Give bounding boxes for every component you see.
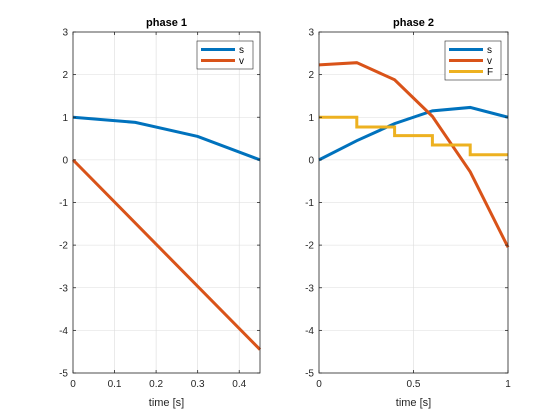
series-line-s	[318, 105, 509, 162]
y-tick-label: -5	[59, 369, 68, 380]
x-tick-label: 0	[316, 379, 322, 390]
legend-entry-s: s	[487, 45, 492, 56]
legend-entry-v: v	[487, 56, 492, 67]
y-tick-label: 0	[62, 155, 68, 166]
x-tick-label: 0.3	[191, 379, 205, 390]
subplot-phase-2: 0 0.5 1 -5 -4 -3 -2 -1 0 1 2 3 phase 2 time [s] svF	[305, 17, 511, 409]
x-axis-label: time [s]	[396, 397, 431, 409]
x-axis-label: time [s]	[149, 397, 184, 409]
y-tick-label: 3	[62, 28, 68, 39]
y-tick-label: -4	[305, 326, 314, 337]
y-tick-label: 0	[308, 155, 314, 166]
x-tick-label: 0.5	[407, 379, 421, 390]
subplot-title: phase 1	[146, 17, 187, 29]
series-line-v	[71, 158, 262, 351]
x-tick-label: 0.1	[108, 379, 122, 390]
legend-entry-v: v	[239, 56, 244, 67]
legend-box	[196, 40, 254, 70]
subplot-phase-1: 0 0.1 0.2 0.3 0.4 -5 -4 -3 -2 -1 0 1 2 3 phase 1 time […	[59, 17, 262, 409]
legend-entry-F: F	[487, 67, 493, 78]
y-tick-label: -4	[59, 326, 68, 337]
series-line-v	[318, 61, 510, 248]
y-tick-label: 1	[308, 113, 314, 124]
y-tick-label: 1	[62, 113, 68, 124]
y-tick-label: 2	[308, 70, 314, 81]
y-tick-label: -3	[305, 283, 314, 294]
series-line-F	[319, 115, 508, 157]
y-tick-label: -3	[59, 283, 68, 294]
legend: sv	[196, 40, 254, 70]
y-tick-label: -2	[305, 241, 314, 252]
series-line-s	[72, 115, 261, 162]
x-tick-label: 1	[505, 379, 511, 390]
y-tick-label: -2	[59, 241, 68, 252]
x-tick-label: 0.4	[232, 379, 246, 390]
y-tick-label: -1	[59, 198, 68, 209]
x-tick-label: 0	[70, 379, 76, 390]
subplot-title: phase 2	[393, 17, 434, 29]
x-tick-label: 0.2	[149, 379, 163, 390]
y-tick-label: -1	[305, 198, 314, 209]
y-tick-label: -5	[305, 369, 314, 380]
legend-entry-s: s	[239, 45, 244, 56]
y-tick-label: 3	[308, 28, 314, 39]
y-tick-label: 2	[62, 70, 68, 81]
legend: svF	[444, 40, 502, 81]
